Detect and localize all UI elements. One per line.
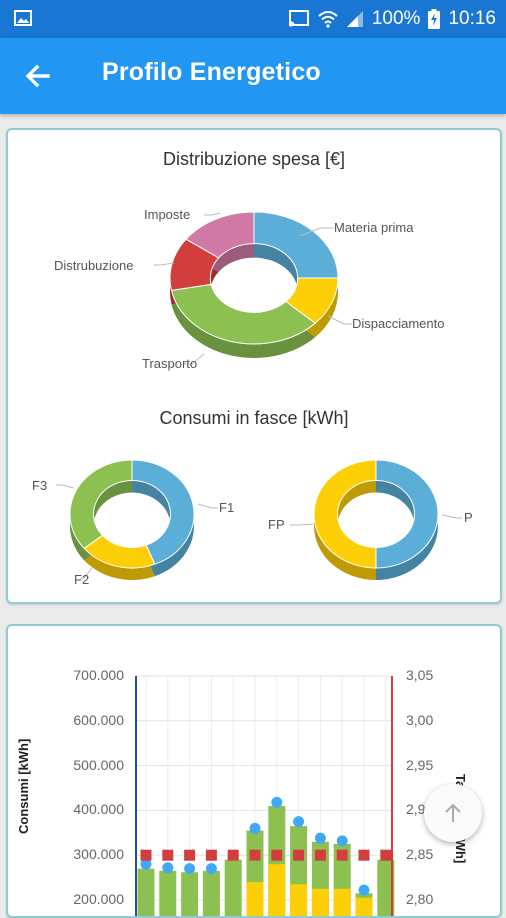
arrow-up-icon (445, 803, 461, 822)
label-materia-prima: Materia prima (334, 220, 414, 235)
right-axis-tick: 3,05 (406, 667, 434, 683)
cast-icon (288, 10, 309, 27)
point-blue[interactable] (249, 822, 261, 834)
point-blue[interactable] (184, 863, 196, 875)
bar-yellow[interactable] (333, 888, 351, 916)
battery-percent: 100% (371, 8, 421, 29)
bar-yellow[interactable] (290, 884, 308, 916)
point-red[interactable] (205, 849, 217, 861)
label-trasporto: Trasporto (142, 356, 198, 371)
p-slice[interactable] (375, 459, 439, 569)
f1-slice[interactable] (131, 459, 195, 565)
point-red[interactable] (336, 849, 348, 861)
bar-green[interactable] (181, 872, 199, 916)
left-axis-tick: 200.000 (73, 891, 124, 907)
consumption-bar-card: 700.000 600.000 500.000 400.000 300.000 200.0… (6, 624, 502, 918)
point-red[interactable] (271, 849, 283, 861)
page-title: Profilo Energetico (102, 58, 321, 86)
label-imposte: Imposte (144, 207, 191, 222)
battery-charging-icon (428, 9, 441, 29)
point-red[interactable] (249, 849, 261, 861)
left-axis-tick: 300.000 (73, 846, 124, 863)
right-axis-tick: 2,95 (406, 756, 434, 773)
point-blue[interactable] (336, 835, 348, 847)
fp-slice[interactable] (313, 459, 377, 569)
image-icon (14, 10, 32, 26)
label-f3: F3 (32, 478, 48, 493)
wifi-icon (318, 11, 338, 28)
left-axis-tick: 600.000 (73, 711, 124, 728)
right-axis-tick: 2,80 (406, 891, 434, 907)
app-bar: Profilo Energetico (0, 38, 506, 114)
point-red[interactable] (314, 849, 326, 861)
label-distrubuzione: Distrubuzione (54, 258, 134, 273)
clock: 10:16 (448, 8, 496, 29)
left-axis-tick: 400.000 (73, 801, 124, 818)
bar-green[interactable] (137, 868, 155, 916)
chart-title-consumption: Consumi in fasce [kWh] (159, 408, 349, 428)
point-red[interactable] (380, 849, 392, 861)
bar-yellow[interactable] (268, 864, 286, 916)
point-blue[interactable] (314, 832, 326, 844)
status-right: 100% 10:16 (288, 8, 496, 30)
point-blue[interactable] (205, 863, 217, 875)
bar-green[interactable] (224, 859, 242, 916)
point-red[interactable] (358, 849, 370, 861)
materia-prima-slice[interactable] (253, 211, 339, 279)
label-f1: F1 (219, 500, 235, 515)
left-axis-title: Consumi [kWh] (16, 738, 31, 834)
right-axis-tick: 3,00 (406, 711, 434, 728)
trasporto-slice[interactable] (170, 283, 317, 345)
bar-yellow[interactable] (355, 897, 373, 916)
point-red[interactable] (140, 849, 152, 861)
point-blue[interactable] (140, 858, 152, 870)
left-axis-tick: 700.000 (73, 667, 124, 683)
label-p: P (464, 510, 473, 525)
f3-slice[interactable] (69, 459, 133, 550)
label-fp: FP (268, 517, 285, 532)
point-blue[interactable] (293, 816, 305, 828)
bar-green[interactable] (159, 870, 177, 916)
point-blue[interactable] (162, 862, 174, 874)
arrow-back-icon[interactable] (22, 60, 54, 92)
bar-green[interactable] (202, 870, 220, 916)
right-axis-tick: 2,85 (406, 846, 434, 863)
label-dispacciamento: Dispacciamento (352, 316, 445, 331)
scroll-top-button[interactable] (424, 784, 482, 842)
point-red[interactable] (293, 849, 305, 861)
point-red[interactable] (227, 849, 239, 861)
point-red[interactable] (184, 849, 196, 861)
left-axis-tick: 500.000 (73, 756, 124, 773)
bar-yellow[interactable] (246, 882, 264, 916)
status-bar: 100% 10:16 (0, 0, 506, 38)
point-blue[interactable] (358, 884, 370, 896)
point-blue[interactable] (271, 796, 283, 808)
imposte-slice[interactable] (185, 211, 255, 259)
energy-profile-card: Distribuzione spesa [€] Materia prima Di… (6, 128, 502, 604)
label-f2: F2 (74, 572, 90, 587)
point-red[interactable] (162, 849, 174, 861)
signal-icon (346, 11, 363, 27)
chart-title-distribution: Distribuzione spesa [€] (162, 149, 346, 169)
bar-yellow[interactable] (311, 888, 329, 916)
pie-charts-svg (56, 211, 462, 580)
